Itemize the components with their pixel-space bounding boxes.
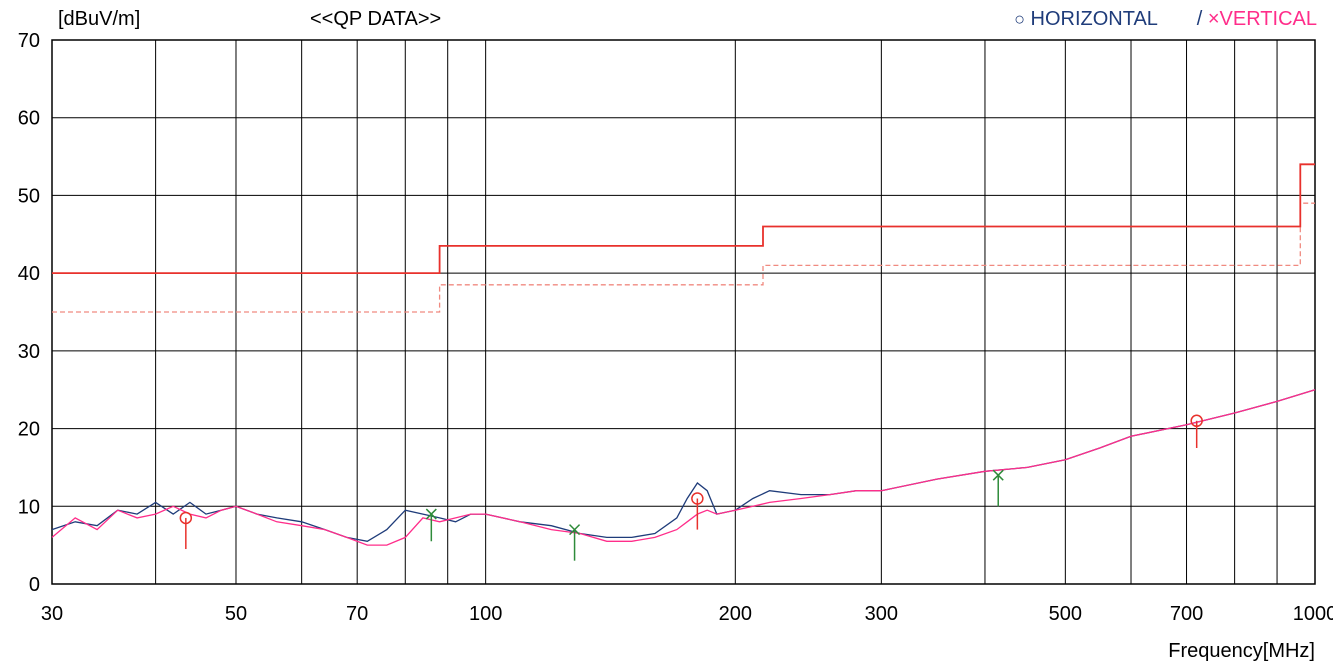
vertical-legend-label: VERTICAL	[1219, 8, 1317, 30]
chart-title: <<QP DATA>>	[310, 8, 442, 30]
y-tick-label: 40	[18, 263, 40, 285]
legend-separator: /	[1196, 8, 1203, 30]
horizontal-series-line	[51, 389, 1316, 542]
x-tick-label: 500	[1049, 603, 1082, 625]
margin-line	[52, 202, 1315, 313]
y-tick-label: 70	[18, 30, 40, 52]
y-tick-label: 0	[29, 574, 40, 596]
y-tick-label: 30	[18, 341, 40, 363]
x-tick-label: 50	[225, 603, 247, 625]
legend: ○ HORIZONTAL / ×VERTICAL	[1014, 8, 1317, 31]
horizontal-legend-label: HORIZONTAL	[1030, 8, 1158, 30]
horizontal-qp-marker	[691, 492, 704, 505]
x-tick-label: 100	[469, 603, 502, 625]
vertical-series-line	[51, 389, 1316, 546]
x-axis-label: Frequency[MHz]	[1168, 640, 1315, 662]
horizontal-qp-marker	[179, 511, 193, 525]
x-tick-label: 70	[346, 603, 368, 625]
x-tick-label: 1000	[1293, 603, 1333, 625]
vertical-qp-marker	[992, 469, 1004, 481]
x-tick-label: 30	[41, 603, 63, 625]
vertical-qp-marker	[569, 524, 581, 536]
y-tick-label: 50	[18, 185, 40, 207]
limit-line	[52, 163, 1315, 275]
plot-frame	[51, 39, 1316, 585]
vertical-qp-marker	[425, 508, 437, 520]
y-tick-label: 20	[18, 419, 40, 441]
y-axis-unit-label: [dBuV/m]	[58, 8, 141, 30]
x-tick-label: 200	[719, 603, 752, 625]
horizontal-qp-marker	[1190, 414, 1203, 428]
y-tick-label: 10	[18, 496, 40, 518]
x-tick-label: 300	[865, 603, 898, 625]
y-tick-label: 60	[18, 108, 40, 130]
x-tick-label: 700	[1170, 603, 1203, 625]
vertical-legend-symbol: ×	[1207, 8, 1220, 30]
chart-header: [dBuV/m] <<QP DATA>> ○ HORIZONTAL / ×VER…	[0, 4, 1333, 32]
horizontal-legend-symbol: ○	[1014, 9, 1025, 29]
